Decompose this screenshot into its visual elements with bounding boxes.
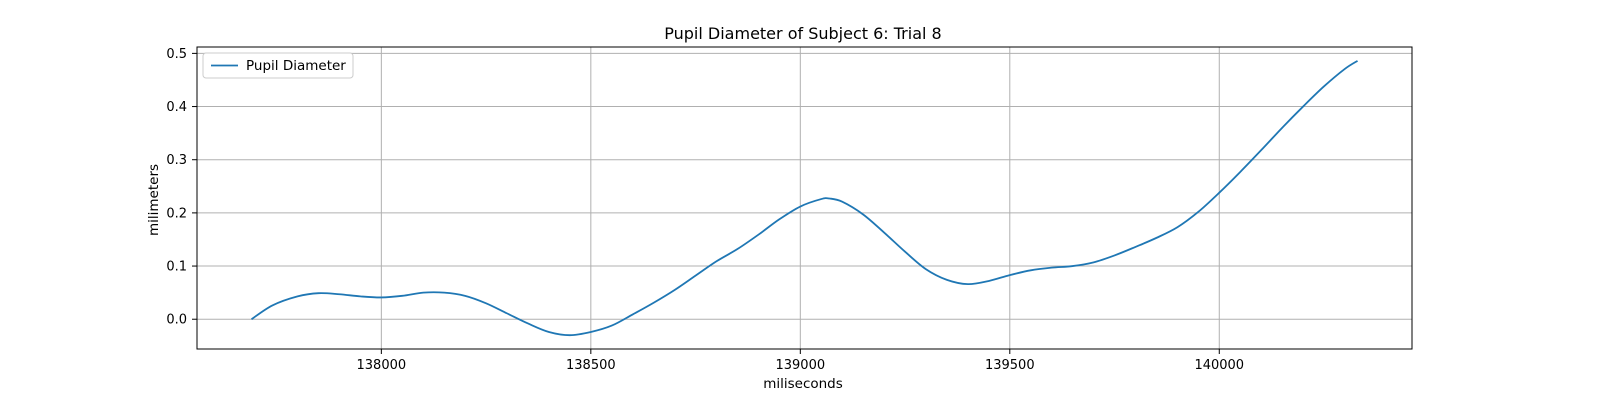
x-axis-label: miliseconds xyxy=(763,376,843,392)
x-tick-label: 138500 xyxy=(566,358,616,373)
y-tick-label: 0.2 xyxy=(166,206,187,221)
y-tick-label: 0.1 xyxy=(166,260,187,275)
plot-frame xyxy=(196,46,1413,350)
x-tick-label: 139000 xyxy=(775,358,825,373)
series-lines xyxy=(250,60,1359,337)
x-axis-ticks: 138000 138500 139000 139500 140000 xyxy=(357,349,1244,373)
chart-title: Pupil Diameter of Subject 6: Trial 8 xyxy=(664,24,941,43)
legend-label: Pupil Diameter xyxy=(246,58,346,74)
legend-box xyxy=(202,52,354,79)
x-tick-label: 138000 xyxy=(357,358,407,373)
y-axis-label: milimeters xyxy=(146,164,162,236)
y-axis-ticks: 0.0 0.1 0.2 0.3 0.4 0.5 xyxy=(166,47,197,328)
series-line-pupil-diameter xyxy=(250,60,1359,337)
x-tick-label: 140000 xyxy=(1194,358,1244,373)
y-tick-label: 0.4 xyxy=(166,100,187,115)
y-tick-label: 0.3 xyxy=(166,153,187,168)
y-tick-label: 0.0 xyxy=(166,313,187,328)
legend: Pupil Diameter xyxy=(202,52,354,79)
grid-lines xyxy=(197,47,1412,349)
y-tick-label: 0.5 xyxy=(166,47,187,62)
x-tick-label: 139500 xyxy=(985,358,1035,373)
